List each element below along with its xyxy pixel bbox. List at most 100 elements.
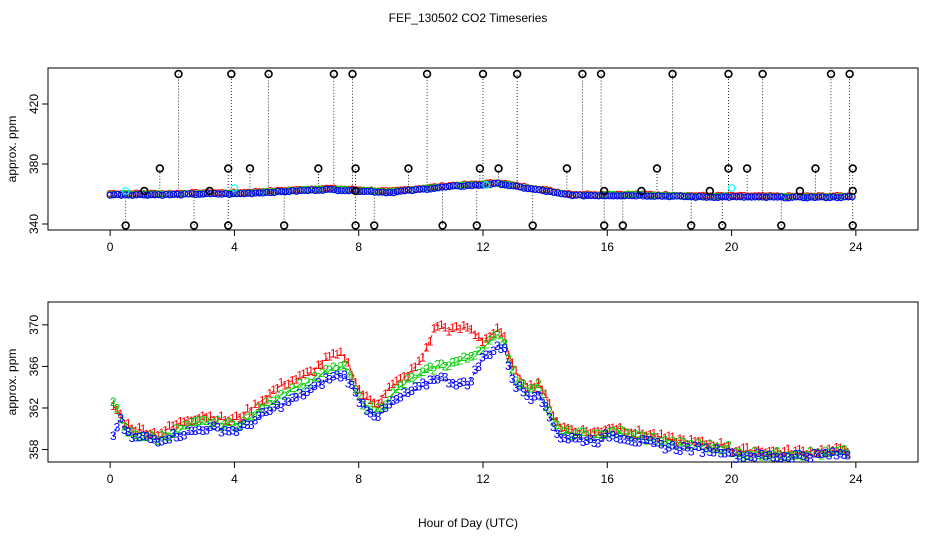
series-point-label: 2 xyxy=(393,382,400,396)
series-point-label: 1 xyxy=(755,443,762,457)
series-point-label: 1 xyxy=(602,423,609,437)
series-point-label: 1 xyxy=(184,414,191,428)
series-point-label: 1 xyxy=(151,426,158,440)
series-point-label: 2 xyxy=(695,436,702,450)
outlier-point xyxy=(264,69,273,79)
series-point-label: 1 xyxy=(766,445,773,459)
data-point xyxy=(453,182,461,190)
series-point-label: 2 xyxy=(613,427,620,441)
series-point-label: 1 xyxy=(349,368,356,382)
series-point-label: 3 xyxy=(218,425,225,439)
series-point-label: 3 xyxy=(211,419,218,433)
series-point-label: 1 xyxy=(170,419,177,433)
data-point xyxy=(829,193,838,201)
series-point-label: 3 xyxy=(583,434,590,448)
series-point-label: 3 xyxy=(457,376,464,390)
series-point-label: 1 xyxy=(166,419,173,433)
series-point-label: 1 xyxy=(472,328,479,342)
series-point-label: 1 xyxy=(699,434,706,448)
series-point-label: 1 xyxy=(792,444,799,458)
series-point-label: 2 xyxy=(639,429,646,443)
series-point-label: 2 xyxy=(158,429,165,443)
series-point-label: 2 xyxy=(431,363,438,377)
series-point-label: 3 xyxy=(397,390,404,404)
x-tick-label: 20 xyxy=(725,472,739,486)
series-point-label: 1 xyxy=(233,409,240,423)
series-point-label: 3 xyxy=(445,376,452,390)
series-point-label: 1 xyxy=(483,331,490,345)
series-point-label: 3 xyxy=(114,421,121,435)
series-point-label: 1 xyxy=(729,445,736,459)
series-point-label: 1 xyxy=(199,409,206,423)
series-point-label: 3 xyxy=(647,434,654,448)
series-point-label: 1 xyxy=(140,422,147,436)
series-point-label: 1 xyxy=(110,399,117,413)
outlier-point xyxy=(245,164,255,173)
data-point xyxy=(240,190,248,198)
series-point-label: 3 xyxy=(460,375,467,389)
series-point-label: 3 xyxy=(692,439,699,453)
series-point-label: 3 xyxy=(841,448,848,462)
series-point-label: 2 xyxy=(602,428,609,442)
series-point-label: 3 xyxy=(762,449,769,463)
outlier-point xyxy=(562,164,572,173)
series-point-label: 2 xyxy=(528,381,535,395)
series-point-label: 2 xyxy=(706,437,713,451)
cyan-point xyxy=(727,184,736,192)
series-point-label: 3 xyxy=(714,442,721,456)
series-point-label: 2 xyxy=(453,355,460,369)
series-point-label: 3 xyxy=(665,440,672,454)
series-point-label: 3 xyxy=(334,368,341,382)
series-point-label: 1 xyxy=(330,347,337,361)
series-point-label: 2 xyxy=(513,374,520,388)
series-point-label: 1 xyxy=(196,411,203,425)
series-point-label: 1 xyxy=(371,396,378,410)
series-point-label: 3 xyxy=(800,449,807,463)
series-point-label: 3 xyxy=(308,382,315,396)
series-point-label: 2 xyxy=(237,419,244,433)
outlier-point xyxy=(348,69,357,79)
series-point-label: 1 xyxy=(565,421,572,435)
series-point-label: 3 xyxy=(505,359,512,373)
data-point xyxy=(822,194,830,202)
y-tick-label: 366 xyxy=(27,356,41,376)
series-point-label: 2 xyxy=(729,446,736,460)
series-point-label: 2 xyxy=(151,431,158,445)
series-point-label: 1 xyxy=(326,350,333,364)
series-point-label: 3 xyxy=(777,451,784,465)
series-point-label: 1 xyxy=(423,341,430,355)
data-point xyxy=(266,189,275,197)
series-point-label: 2 xyxy=(781,450,788,464)
series-point-label: 3 xyxy=(300,389,307,403)
data-point xyxy=(397,187,405,195)
outlier-point xyxy=(848,221,857,230)
data-point xyxy=(680,193,688,201)
data-point xyxy=(759,193,767,201)
data-point xyxy=(598,192,606,200)
series-point-label: 2 xyxy=(117,412,124,426)
data-point xyxy=(270,189,278,197)
y-tick-label: 380 xyxy=(27,154,41,174)
series-point-label: 1 xyxy=(539,383,546,397)
outlier-point xyxy=(596,69,606,79)
series-point-label: 2 xyxy=(274,392,281,406)
series-point-label: 2 xyxy=(315,371,322,385)
data-point xyxy=(356,188,364,196)
series-point-label: 3 xyxy=(703,441,710,455)
data-point xyxy=(382,189,390,197)
data-point xyxy=(430,184,439,192)
data-point xyxy=(550,188,558,196)
series-point-label: 1 xyxy=(237,411,244,425)
series-point-label: 3 xyxy=(498,342,505,356)
series-point-label: 2 xyxy=(308,376,315,390)
series-point-label: 3 xyxy=(225,425,232,439)
series-point-label: 1 xyxy=(408,361,415,375)
series-point-label: 3 xyxy=(792,448,799,462)
series-point-label: 3 xyxy=(304,385,311,399)
series-point-label: 3 xyxy=(181,428,188,442)
data-point xyxy=(695,192,703,201)
series-point-label: 2 xyxy=(334,363,341,377)
series-point-label: 2 xyxy=(699,439,706,453)
data-point xyxy=(401,187,409,195)
outlier-point xyxy=(494,164,503,173)
